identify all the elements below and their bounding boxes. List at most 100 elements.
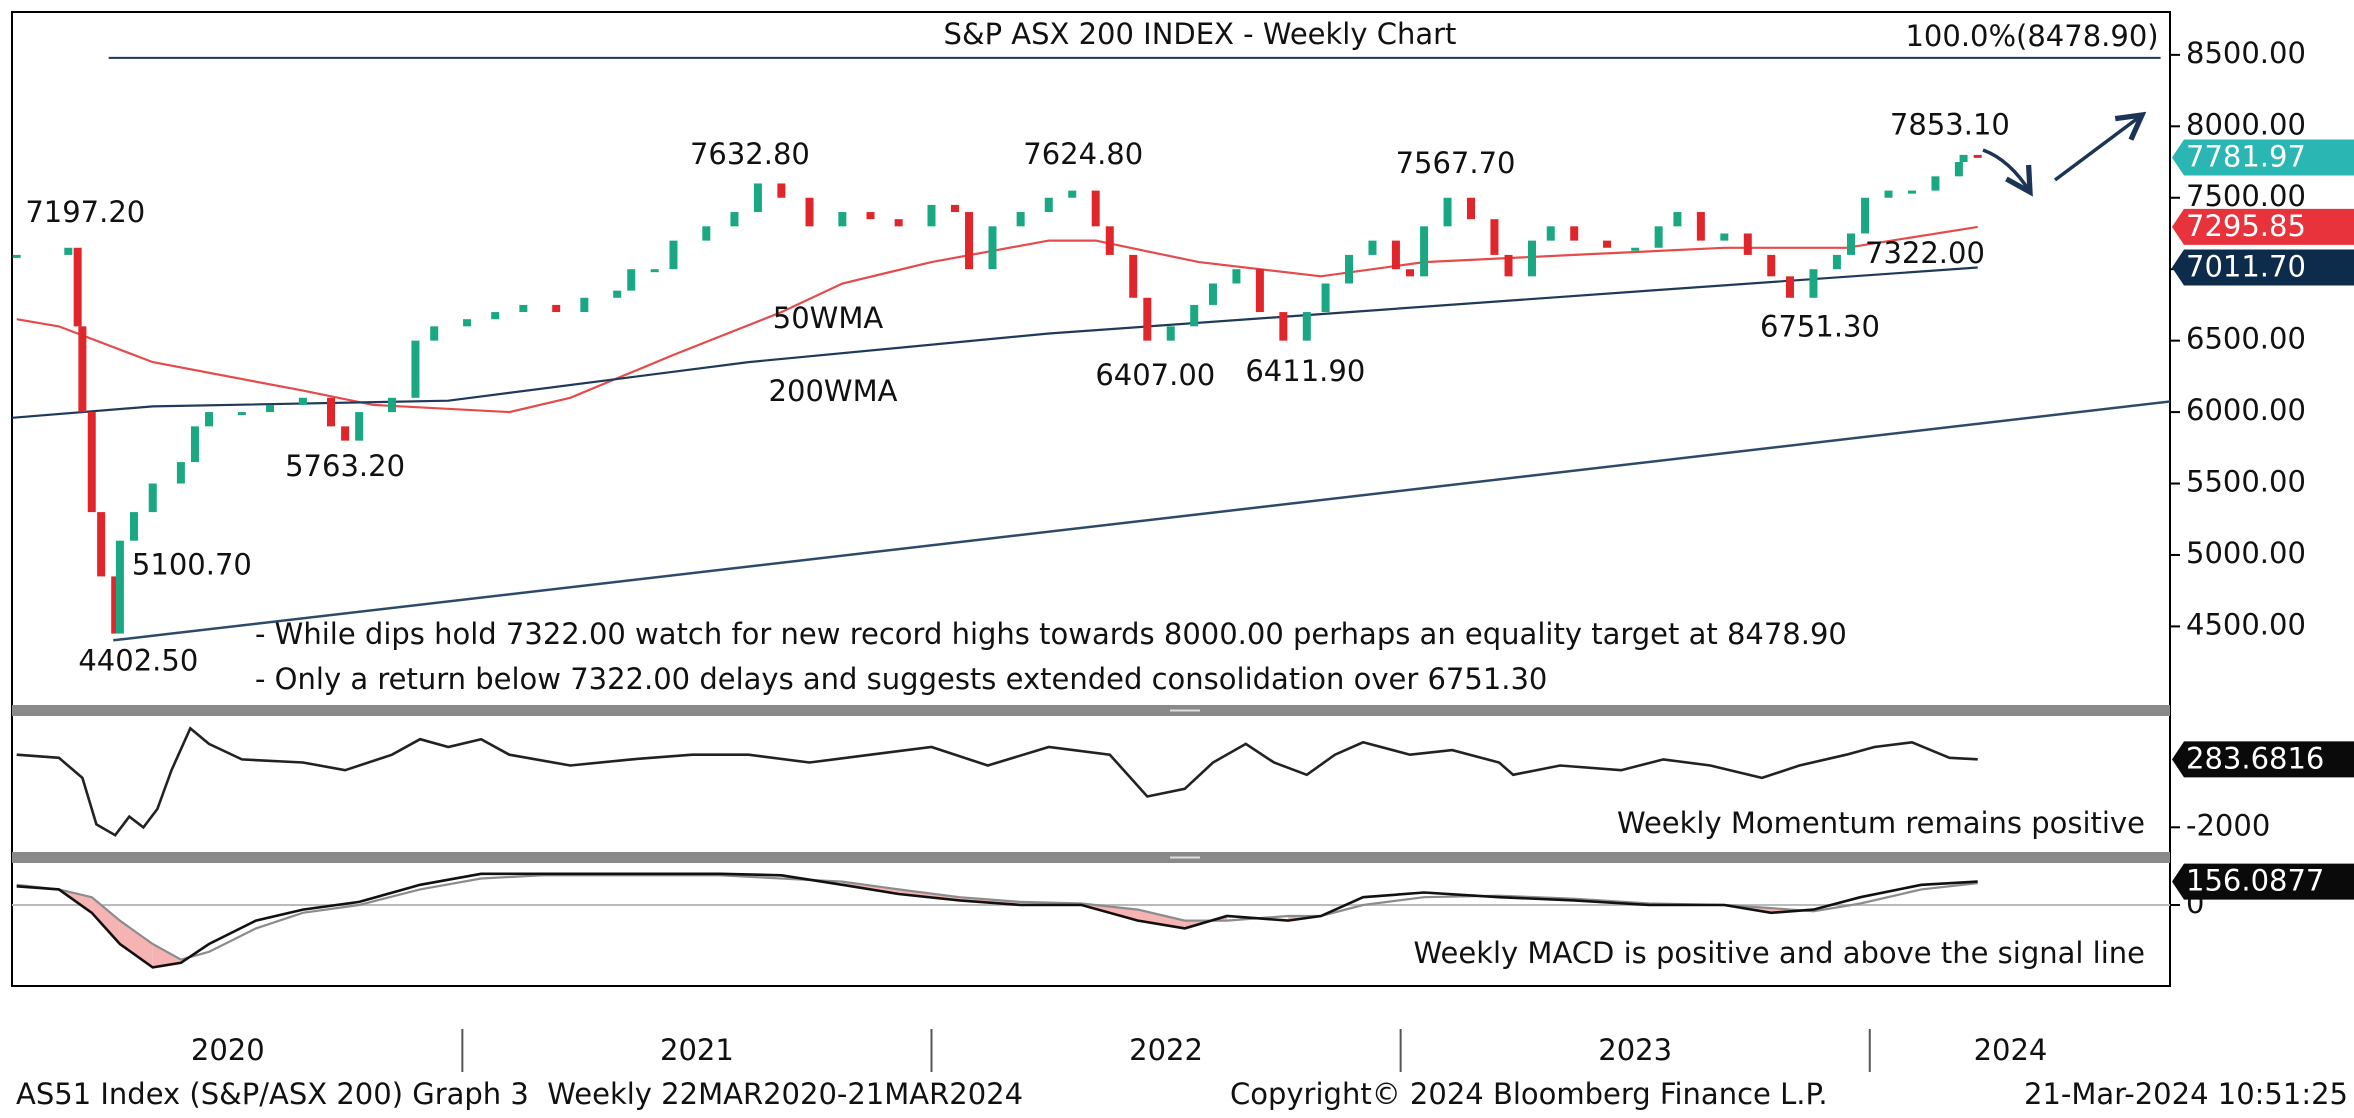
price-annotation: 5100.70 (132, 548, 252, 582)
macd-signal-fill (152, 944, 181, 968)
value-badge-label: 283.6816 (2186, 741, 2324, 775)
candle (1190, 304, 1199, 327)
candle (1570, 226, 1579, 241)
candle (430, 326, 439, 341)
candle (411, 340, 420, 398)
price-annotation: 6411.90 (1245, 354, 1365, 388)
candle (1832, 254, 1841, 270)
candle (148, 483, 157, 513)
candle (266, 404, 275, 413)
y-tick-label: 8000.00 (2186, 107, 2306, 141)
price-annotation: 4402.50 (78, 643, 198, 677)
candle (805, 197, 814, 227)
candle (115, 540, 124, 634)
candle (463, 319, 472, 327)
indicator-line (16, 872, 1978, 969)
candle (237, 412, 246, 416)
candle (552, 304, 561, 313)
candle (298, 397, 307, 405)
candle (1232, 269, 1241, 284)
price-annotation: 7197.20 (25, 195, 145, 229)
candle (1345, 254, 1354, 284)
candle (1166, 326, 1175, 341)
note: - While dips hold 7322.00 watch for new … (255, 617, 1847, 651)
candle (1654, 226, 1663, 248)
macd-signal-fill (119, 920, 153, 968)
price-annotation: 7632.80 (690, 137, 810, 171)
candle (1490, 219, 1499, 255)
panel-separator (12, 852, 2170, 863)
candle (1861, 197, 1870, 234)
candle (176, 462, 185, 484)
y-tick-label: 4500.00 (2186, 607, 2306, 641)
candle (1786, 276, 1795, 298)
candle (1091, 190, 1100, 227)
note: - Only a return below 7322.00 delays and… (255, 662, 1547, 696)
candle (1673, 212, 1682, 227)
price-annotation: 6751.30 (1760, 310, 1880, 344)
y-tick-label: 5000.00 (2186, 536, 2306, 570)
candle (1208, 283, 1217, 305)
candle (1420, 226, 1429, 277)
value-badge (2172, 863, 2354, 900)
arrow-down (1982, 148, 2030, 192)
candle (866, 212, 875, 220)
candle (355, 412, 364, 441)
candle (491, 312, 500, 320)
candle (1959, 154, 1968, 163)
price-annotation: 5763.20 (285, 449, 405, 483)
macd-signal-fill (91, 897, 120, 944)
value-badge (2172, 249, 2354, 286)
candle (1696, 212, 1705, 241)
candle (1973, 154, 1982, 158)
value-badge-label: 7295.85 (2186, 209, 2306, 243)
indicator-line (16, 726, 1978, 837)
candle (1846, 233, 1855, 255)
ma-label: 50WMA (773, 301, 884, 335)
candle (927, 204, 936, 227)
candle (341, 426, 350, 441)
candle (702, 226, 711, 241)
candle (1603, 240, 1612, 248)
candle (1443, 197, 1452, 227)
footer-middle: Copyright© 2024 Bloomberg Finance L.P. (1230, 1077, 1828, 1111)
arrow-up (2053, 115, 2142, 182)
candle (1302, 312, 1311, 341)
candle (1954, 162, 1963, 177)
candle (894, 219, 903, 227)
price-annotation: 7322.00 (1865, 236, 1985, 270)
moving-average (16, 225, 1978, 414)
candle (1809, 269, 1818, 298)
candle (1255, 269, 1264, 313)
candle (190, 426, 199, 463)
candle (1143, 297, 1152, 341)
candle (1321, 283, 1330, 313)
target-level-label: 100.0%(8478.90) (1905, 19, 2158, 53)
candle (1105, 226, 1114, 255)
candle (1720, 233, 1729, 241)
x-tick-label: 2024 (1974, 1033, 2048, 1067)
indicator-line (16, 874, 1978, 961)
candle (1129, 254, 1138, 298)
candle (580, 297, 589, 313)
price-annotation: 7853.10 (1890, 107, 2010, 141)
candle (129, 512, 138, 541)
candle (111, 576, 120, 634)
y-tick-label: 8500.00 (2186, 36, 2306, 70)
candle (613, 290, 622, 298)
candle (387, 397, 396, 413)
candle (965, 212, 974, 270)
macd-signal-fill (1137, 909, 1185, 929)
candle (1368, 240, 1377, 255)
candle (73, 247, 82, 327)
candle (730, 212, 739, 227)
candle (1391, 240, 1400, 270)
panel-note: Weekly MACD is positive and above the si… (1414, 936, 2145, 970)
candle (650, 269, 659, 273)
candle (669, 240, 678, 270)
moving-average (12, 266, 1978, 419)
candle (1931, 176, 1940, 191)
